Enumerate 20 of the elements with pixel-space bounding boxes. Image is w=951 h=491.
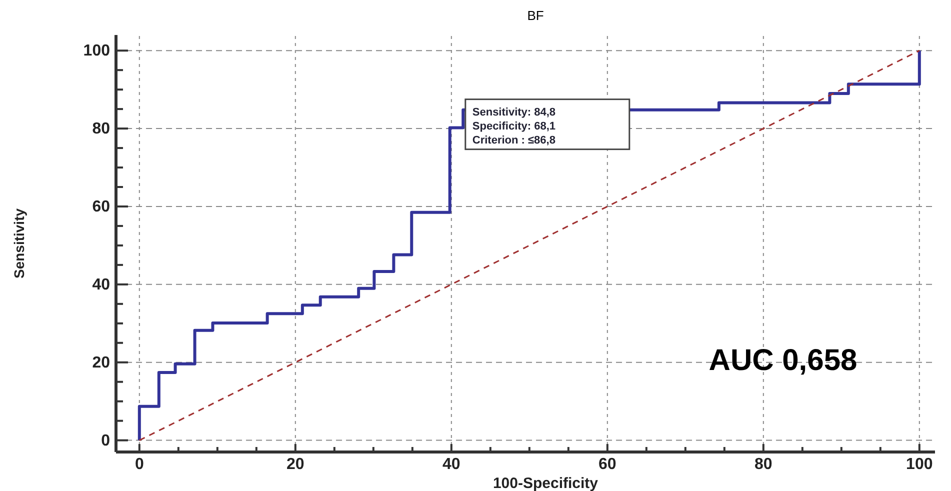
chart-title: BF	[527, 8, 544, 23]
annotation: Specificity: 68,1	[472, 120, 556, 132]
x-tick-label: 20	[286, 456, 304, 473]
y-axis-title: Sensitivity	[11, 208, 27, 279]
x-tick-label: 60	[598, 456, 616, 473]
y-tick-label: 60	[92, 198, 110, 216]
y-tick-label: 40	[92, 276, 110, 294]
callout-box: Sensitivity: 84,8 Specificity: 68,1 Criterion : ≤86,8	[464, 98, 630, 150]
y-tick-label: 100	[83, 42, 110, 60]
annotation: AUC 0,658	[708, 344, 858, 378]
x-tick-label: 80	[754, 456, 772, 473]
x-axis-title: 100-Specificity	[492, 475, 599, 491]
y-tick-label: 80	[92, 120, 110, 138]
x-tick-label: 0	[134, 456, 144, 473]
y-tick-label: 0	[101, 432, 110, 450]
annotation: Sensitivity: 84,8	[472, 106, 556, 118]
x-tick-label: 40	[442, 456, 460, 473]
x-tick-label: 100	[906, 456, 933, 473]
y-tick-label: 20	[92, 354, 110, 372]
annotation: Criterion : ≤86,8	[472, 134, 556, 146]
